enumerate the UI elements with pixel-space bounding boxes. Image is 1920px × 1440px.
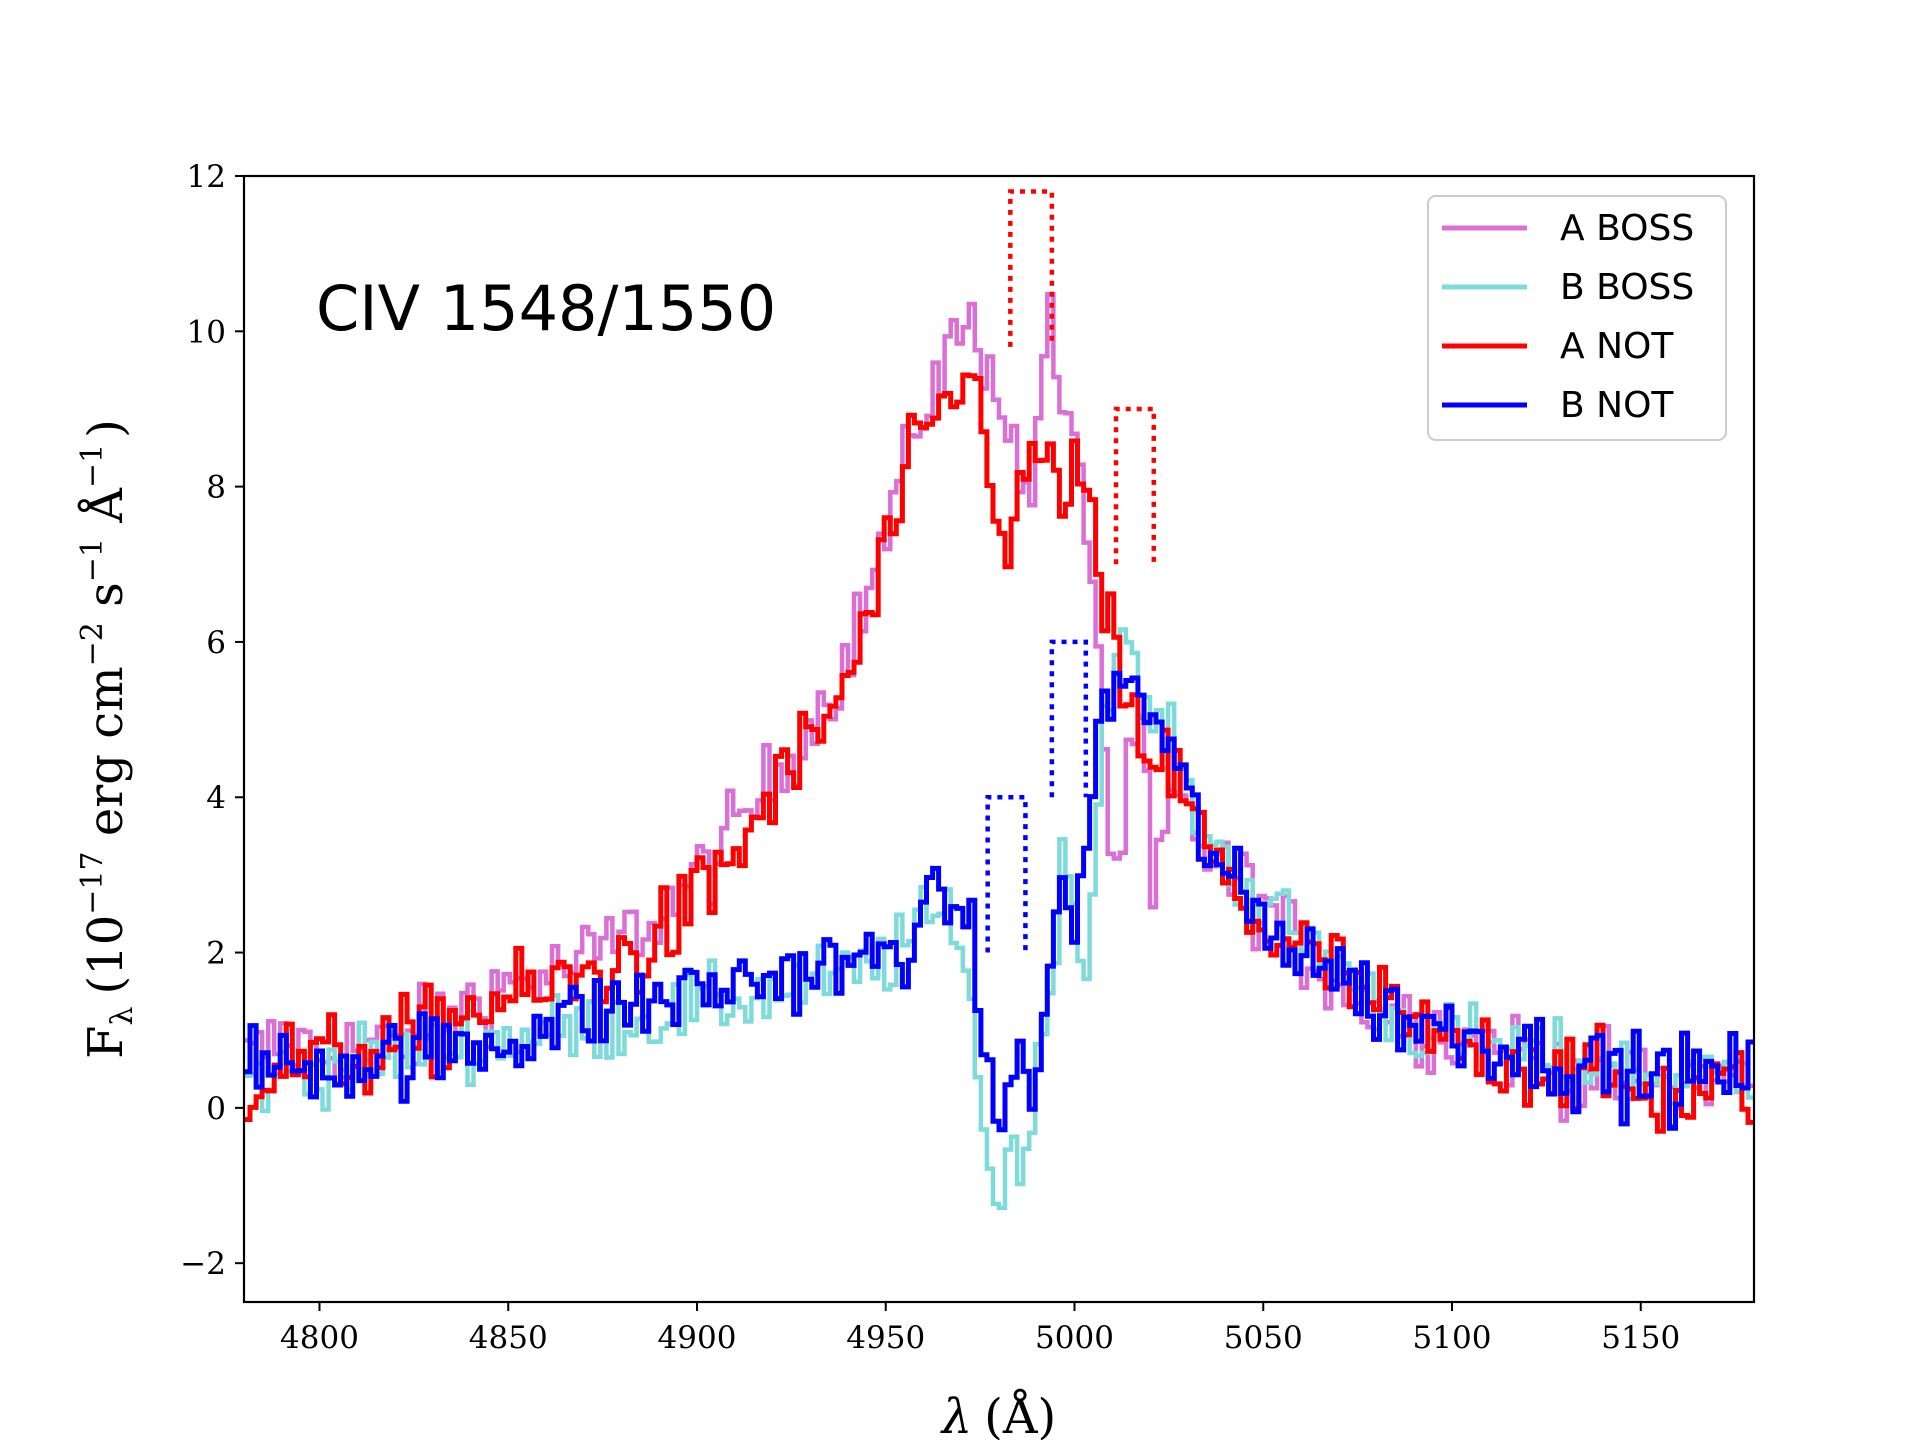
- legend-label-a-not: A NOT: [1560, 326, 1674, 367]
- y-axis-label-exp4: −1: [75, 444, 110, 488]
- y-axis-label: Fλ(10−17 erg cm−2 s−1 Å−1): [75, 419, 140, 1059]
- y-tick-label-3: 4: [206, 780, 226, 816]
- y-axis-label-exp2: −2: [75, 622, 110, 666]
- chart-annotation: CIV 1548/1550: [316, 272, 776, 345]
- legend-frame: [1427, 195, 1727, 441]
- x-axis-label-symbol: λ: [940, 1389, 972, 1440]
- series-line-a-not: [244, 372, 1754, 1134]
- plot-frame: [242, 174, 1756, 1304]
- legend-label-b-boss: B BOSS: [1560, 267, 1694, 308]
- dotted-box-layer: [985, 189, 1157, 953]
- legend-label-a-boss: A BOSS: [1560, 208, 1694, 249]
- y-axis-label-unit-a: Å: [77, 487, 134, 538]
- legend: A BOSS B BOSS A NOT B NOT: [1427, 195, 1727, 441]
- legend-label-b-not: B NOT: [1560, 385, 1674, 426]
- dotted-box-4: [985, 794, 1028, 953]
- y-axis-label-unit-close: ): [78, 419, 134, 438]
- x-axis-label: λ (Å): [940, 1388, 1057, 1440]
- y-tick-label-5: 8: [206, 470, 226, 506]
- x-tick-label-5050: 5050: [1224, 1320, 1303, 1356]
- x-tick-label-5100: 5100: [1413, 1320, 1492, 1356]
- series-layer: [244, 291, 1754, 1211]
- x-tick-label-4800: 4800: [280, 1320, 359, 1356]
- x-tick-label-4900: 4900: [658, 1320, 737, 1356]
- y-axis-label-exp3: −1: [75, 538, 110, 582]
- y-axis-ticks: −2 0 2 4 6 8 10 12: [180, 159, 244, 1282]
- y-axis-label-unit-open: (10: [78, 915, 134, 995]
- y-axis-label-exp1: −17: [75, 851, 110, 914]
- x-tick-label-4950: 4950: [846, 1320, 925, 1356]
- y-tick-label-4: 6: [206, 625, 226, 661]
- y-tick-label-0: −2: [180, 1246, 226, 1282]
- x-tick-label-5150: 5150: [1601, 1320, 1680, 1356]
- x-axis-label-unit: (Å): [984, 1388, 1056, 1440]
- dotted-box-2: [1113, 406, 1157, 565]
- y-tick-label-6: 10: [187, 314, 226, 350]
- x-axis-ticks: 4800 4850 4900 4950 5000 5050 5100 5150: [280, 1302, 1680, 1356]
- y-axis-label-sub: λ: [105, 1007, 140, 1026]
- y-axis-label-unit-s: s: [78, 582, 134, 622]
- series-line-b-not: [244, 670, 1754, 1133]
- y-tick-label-1: 0: [206, 1091, 226, 1127]
- y-axis-label-main: F: [78, 1026, 134, 1059]
- x-tick-label-5000: 5000: [1035, 1320, 1114, 1356]
- x-tick-label-4850: 4850: [469, 1320, 548, 1356]
- dotted-box-1: [1008, 189, 1055, 347]
- dotted-box-3: [1049, 639, 1089, 798]
- y-axis-label-unit-mid: erg cm: [78, 666, 134, 851]
- y-tick-label-7: 12: [187, 159, 226, 195]
- y-tick-label-2: 2: [206, 936, 226, 972]
